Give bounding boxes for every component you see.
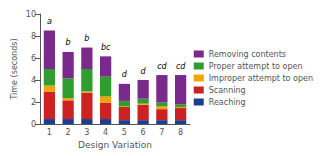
svg-text:10: 10 [26,10,36,19]
svg-text:Reaching: Reaching [209,98,246,107]
svg-text:8: 8 [31,32,36,41]
svg-text:4: 4 [31,76,36,85]
svg-text:6: 6 [31,54,36,63]
svg-text:2: 2 [31,98,36,107]
svg-text:6: 6 [141,128,146,137]
svg-text:5: 5 [122,128,127,137]
svg-text:a: a [47,17,52,26]
svg-text:2: 2 [66,128,71,137]
svg-text:b: b [84,34,89,43]
svg-text:b: b [66,38,71,47]
svg-text:d: d [122,70,128,79]
svg-text:Scanning: Scanning [209,86,246,95]
svg-text:Improper attempt to open: Improper attempt to open [209,74,313,83]
svg-text:cd: cd [157,62,167,71]
svg-text:Time (seconds): Time (seconds) [10,38,19,100]
svg-text:4: 4 [103,128,108,137]
svg-text:bc: bc [101,43,111,52]
svg-text:8: 8 [178,128,183,137]
svg-text:Proper attempt to open: Proper attempt to open [209,62,303,71]
svg-text:d: d [141,67,147,76]
svg-text:1: 1 [47,128,52,137]
svg-text:cd: cd [176,62,186,71]
svg-text:Design Variation: Design Variation [78,140,152,150]
svg-text:Removing contents: Removing contents [209,50,286,59]
svg-text:7: 7 [159,128,164,137]
svg-text:0: 0 [31,120,36,129]
svg-text:3: 3 [84,128,89,137]
